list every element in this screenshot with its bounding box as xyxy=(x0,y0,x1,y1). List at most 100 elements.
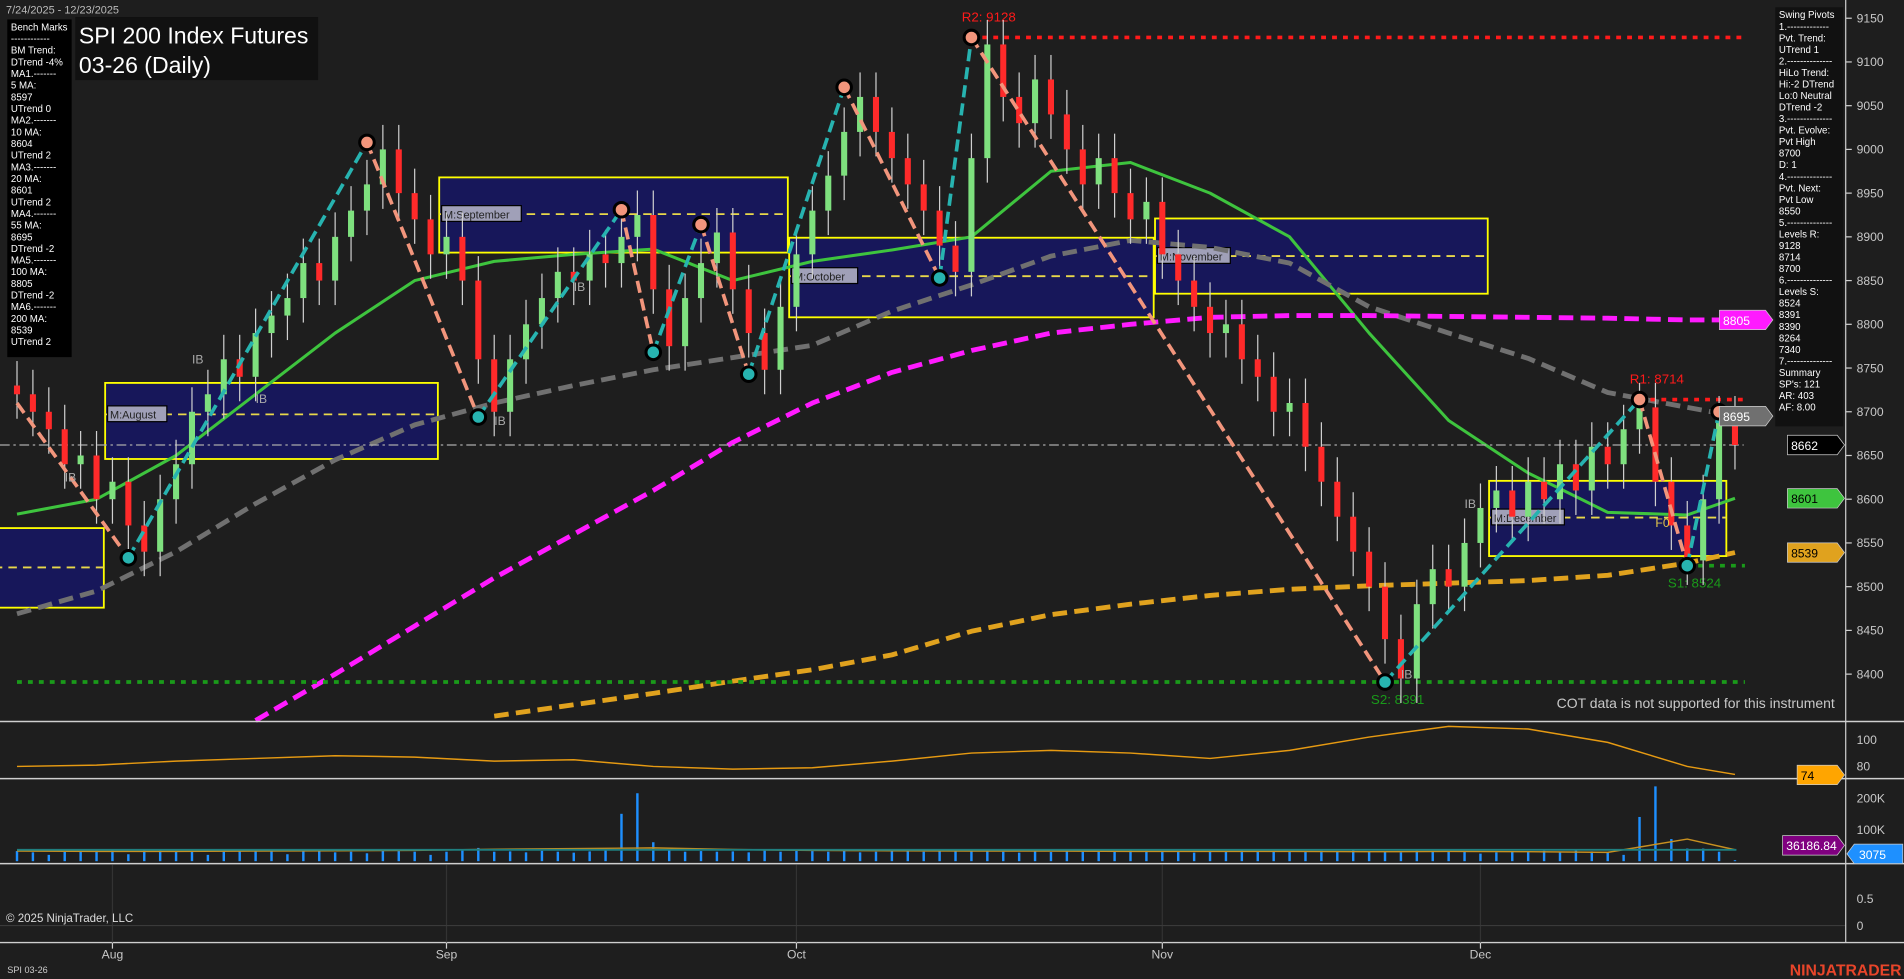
candle xyxy=(1413,579,1420,703)
candle xyxy=(268,291,275,358)
candle-body xyxy=(809,210,816,255)
month-box-label: M:August xyxy=(106,405,168,423)
month-label-text: M:September xyxy=(444,209,510,221)
swing-pivot-line: Swing Pivots xyxy=(1779,10,1835,21)
swing-high-marker xyxy=(358,133,376,152)
candle xyxy=(1207,282,1214,358)
candle xyxy=(825,151,832,236)
candle-body xyxy=(634,214,641,237)
candle xyxy=(1047,54,1054,139)
annotation-label: IB xyxy=(256,392,267,406)
candle xyxy=(236,334,243,402)
y-tick-label: 8550 xyxy=(1857,536,1884,550)
candle-body xyxy=(1525,481,1532,517)
y-tick-label: 8850 xyxy=(1857,274,1884,288)
bench-mark-line: 8601 xyxy=(11,186,33,197)
price-tag: 8601 xyxy=(1787,488,1845,509)
annotation-label: IB xyxy=(1465,497,1476,511)
axis-tag-bg xyxy=(1782,835,1845,856)
candle-body xyxy=(1095,158,1102,185)
axis-tag-bg xyxy=(1787,542,1845,563)
y-tick-label: 8500 xyxy=(1857,580,1884,594)
candle-body xyxy=(77,455,84,465)
candle xyxy=(554,247,561,323)
swing-high-marker xyxy=(835,78,853,97)
y-tick-label: 8400 xyxy=(1857,667,1884,681)
candle-body xyxy=(507,359,514,412)
lower-panels xyxy=(0,720,1904,944)
candle-body xyxy=(1032,79,1039,124)
candle xyxy=(538,273,545,349)
candle-body xyxy=(1127,193,1134,220)
swing-pivot-line: HiLo Trend: xyxy=(1779,68,1829,79)
candle xyxy=(1366,527,1373,612)
bench-mark-line: Bench Marks xyxy=(11,22,68,33)
swing-low-marker xyxy=(739,365,758,383)
candle xyxy=(61,404,68,489)
candle xyxy=(984,19,991,183)
swing-low-marker xyxy=(1376,673,1394,691)
candle xyxy=(459,212,466,306)
swing-pivot-line: 5.-------------- xyxy=(1779,218,1832,229)
price-tag: 8805 xyxy=(1719,309,1774,331)
swing-pivot-line: DTrend -2 xyxy=(1779,103,1822,114)
candle-body xyxy=(157,499,164,552)
candle xyxy=(1668,457,1675,550)
swing-pivot-line: Summary xyxy=(1779,368,1821,379)
bench-mark-line: UTrend 2 xyxy=(11,151,51,162)
price-axis[interactable]: 9150 9100 9050 9000 8950 8900 8850 8800 8750 8700… xyxy=(102,0,1904,961)
candle-body xyxy=(936,210,943,246)
y-tick-label: 8750 xyxy=(1857,361,1884,375)
candle xyxy=(13,361,21,419)
axis-tag-bg xyxy=(1846,843,1904,864)
candle xyxy=(666,264,673,371)
axis-tag-text: 8695 xyxy=(1723,410,1750,424)
bench-mark-line: UTrend 2 xyxy=(11,197,51,208)
candle xyxy=(1397,614,1404,703)
y-tick-label: 8950 xyxy=(1857,186,1884,200)
bench-mark-line: 8805 xyxy=(11,279,33,290)
candle xyxy=(793,229,800,332)
candle-body xyxy=(1047,79,1054,115)
y-tick-label: 8600 xyxy=(1857,492,1884,506)
chart-title-line1: SPI 200 Index Futures xyxy=(79,23,308,49)
candle-body xyxy=(1063,114,1070,150)
candle-body xyxy=(1143,201,1150,220)
swing-pivot-line: SP's: 121 xyxy=(1779,379,1820,390)
candle-body xyxy=(1302,403,1309,447)
swing-high-marker xyxy=(1630,390,1649,409)
bench-mark-line: UTrend 0 xyxy=(11,104,52,115)
candle xyxy=(745,264,752,358)
candle-body xyxy=(697,263,705,299)
swing-pivot-line: AF: 8.00 xyxy=(1779,403,1816,414)
candle-body xyxy=(745,289,752,334)
candle-body xyxy=(984,44,991,159)
bench-mark-line: ------------ xyxy=(11,34,50,45)
bench-mark-line: 8695 xyxy=(11,232,33,243)
candle-body xyxy=(268,315,275,334)
candle-body xyxy=(538,298,545,325)
level-label: R2: 9128 xyxy=(962,10,1016,25)
month-box-label: M:October xyxy=(790,267,859,285)
candle xyxy=(284,273,291,341)
axis-tag-text: 3075 xyxy=(1859,848,1886,862)
candle xyxy=(1493,465,1500,533)
candle-body xyxy=(1445,569,1452,587)
candle xyxy=(443,212,450,279)
swing-pivot-line: 9128 xyxy=(1779,241,1801,252)
zigzag-segment xyxy=(651,223,703,353)
candle xyxy=(1572,439,1579,515)
candle-body xyxy=(45,411,52,430)
level-label: S1: 8524 xyxy=(1668,576,1722,591)
candle-body xyxy=(93,455,100,500)
candle xyxy=(1175,229,1182,306)
candle xyxy=(1159,177,1166,279)
zigzag-segment xyxy=(1685,411,1721,567)
zigzag-segment xyxy=(969,36,1387,683)
volume-average-line xyxy=(16,838,1736,854)
zigzag-segment xyxy=(699,224,751,375)
swing-pivot-line: 8391 xyxy=(1779,310,1801,321)
candle xyxy=(1032,54,1039,148)
swing-pivot-line: D: 1 xyxy=(1779,160,1797,171)
